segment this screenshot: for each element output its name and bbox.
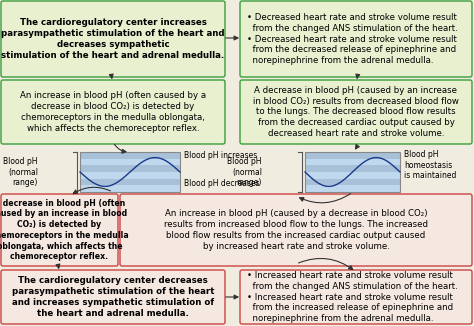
Text: Blood pH decreases: Blood pH decreases <box>184 179 260 187</box>
Text: The cardioregulatory center decreases
parasympathetic stimulation of the heart
a: The cardioregulatory center decreases pa… <box>12 276 214 318</box>
FancyBboxPatch shape <box>240 270 472 324</box>
Bar <box>305 185 400 192</box>
Text: A decrease in blood pH (often
caused by an increase in blood
CO₂) is detected by: A decrease in blood pH (often caused by … <box>0 199 128 261</box>
Bar <box>305 152 400 192</box>
Text: The cardioregulatory center increases
parasympathetic stimulation of the heart a: The cardioregulatory center increases pa… <box>1 18 225 60</box>
Bar <box>80 185 180 192</box>
Bar <box>305 165 400 172</box>
FancyBboxPatch shape <box>240 1 472 77</box>
Bar <box>80 152 180 192</box>
Bar <box>80 152 180 159</box>
FancyBboxPatch shape <box>120 194 472 266</box>
FancyBboxPatch shape <box>1 194 118 266</box>
FancyBboxPatch shape <box>240 80 472 144</box>
Text: An increase in blood pH (often caused by a
decrease in blood CO₂) is detected by: An increase in blood pH (often caused by… <box>20 91 206 133</box>
Bar <box>80 159 180 165</box>
Bar <box>80 172 180 179</box>
Text: A decrease in blood pH (caused by an increase
in blood CO₂) results from decreas: A decrease in blood pH (caused by an inc… <box>253 86 459 138</box>
Text: Blood pH
(normal
range): Blood pH (normal range) <box>3 157 38 187</box>
Text: Blood pH
homeostasis
is maintained: Blood pH homeostasis is maintained <box>404 150 456 180</box>
Text: Blood pH increases: Blood pH increases <box>184 152 257 160</box>
Text: • Increased heart rate and stroke volume result
  from the changed ANS stimulati: • Increased heart rate and stroke volume… <box>247 271 458 323</box>
Bar <box>305 152 400 159</box>
Bar <box>305 172 400 179</box>
Bar <box>80 179 180 185</box>
Bar <box>80 165 180 172</box>
Text: • Decreased heart rate and stroke volume result
  from the changed ANS stimulati: • Decreased heart rate and stroke volume… <box>247 13 458 65</box>
Text: Blood pH
(normal
range): Blood pH (normal range) <box>228 157 262 187</box>
FancyBboxPatch shape <box>1 80 225 144</box>
Bar <box>305 159 400 165</box>
FancyBboxPatch shape <box>1 1 225 77</box>
Bar <box>305 179 400 185</box>
FancyBboxPatch shape <box>1 270 225 324</box>
Text: An increase in blood pH (caused by a decrease in blood CO₂)
results from increas: An increase in blood pH (caused by a dec… <box>164 209 428 251</box>
